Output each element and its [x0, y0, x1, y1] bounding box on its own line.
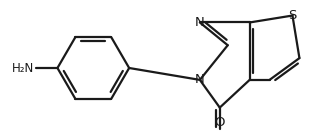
Text: H₂N: H₂N	[12, 61, 35, 75]
Text: S: S	[288, 9, 297, 22]
Text: N: N	[195, 16, 205, 29]
Text: N: N	[195, 73, 205, 86]
Text: O: O	[214, 116, 225, 129]
